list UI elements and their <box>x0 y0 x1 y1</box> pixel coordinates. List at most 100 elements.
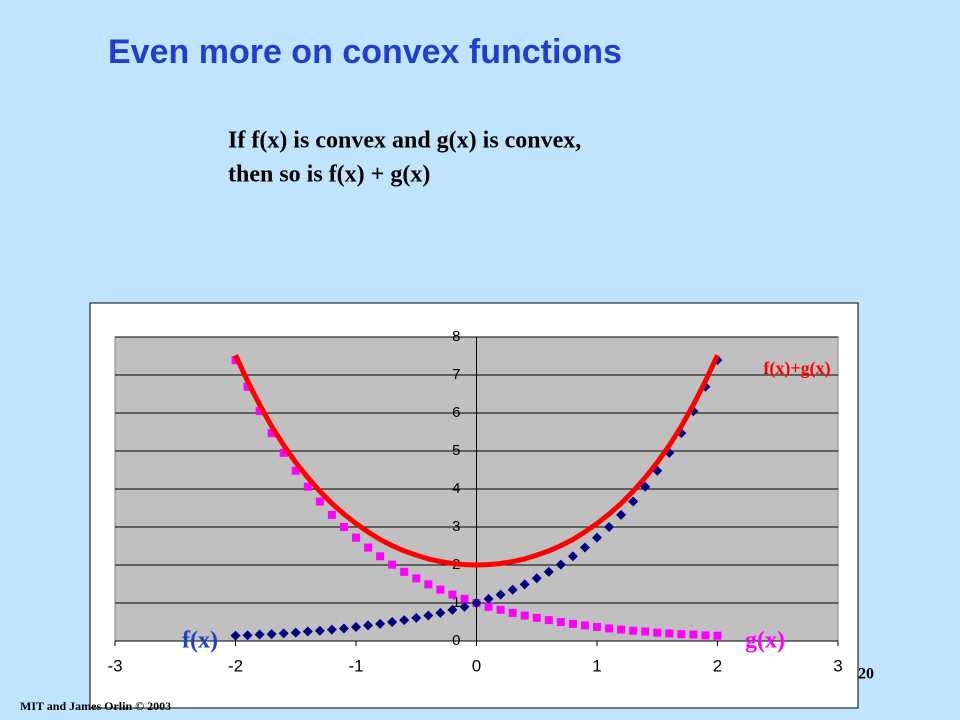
point <box>641 627 650 636</box>
point <box>254 629 265 640</box>
x-tick-label: 0 <box>472 656 481 675</box>
point <box>435 607 446 618</box>
point <box>579 542 590 553</box>
point <box>471 598 482 608</box>
point <box>460 594 469 603</box>
point <box>507 584 518 595</box>
point <box>689 630 698 639</box>
point <box>580 621 589 630</box>
point <box>387 617 398 627</box>
point <box>291 466 300 475</box>
point <box>363 620 374 631</box>
footer: MIT and James Orlin © 2003 <box>20 699 171 713</box>
point <box>266 629 277 640</box>
point <box>278 628 289 639</box>
y-tick-label: 1 <box>452 594 460 611</box>
slide-title: Even more on convex functions <box>108 33 622 71</box>
point <box>339 523 348 531</box>
point <box>290 627 301 638</box>
point <box>302 626 313 637</box>
point <box>375 618 386 629</box>
point <box>459 601 470 612</box>
x-tick-label: 2 <box>713 656 722 675</box>
point <box>544 616 553 625</box>
point <box>326 624 337 635</box>
point <box>352 533 360 542</box>
point <box>520 611 529 620</box>
y-tick-label: 4 <box>452 480 460 497</box>
point <box>531 573 542 584</box>
point <box>338 623 349 634</box>
point <box>555 559 566 570</box>
series-label: f(x)+g(x) <box>763 358 830 379</box>
series-label: g(x) <box>745 628 785 654</box>
x-tick-label: 3 <box>833 656 842 675</box>
x-tick-label: -1 <box>348 656 363 675</box>
point <box>230 630 241 641</box>
point <box>376 552 385 561</box>
series-label: f(x) <box>182 628 218 654</box>
point <box>436 585 445 594</box>
point <box>628 496 639 507</box>
point <box>593 622 601 631</box>
point <box>267 429 276 438</box>
point <box>483 593 494 604</box>
point <box>653 628 662 637</box>
x-tick-label: -2 <box>228 656 243 675</box>
point <box>411 612 422 623</box>
y-tick-label: 0 <box>452 632 460 649</box>
point <box>242 630 253 641</box>
point <box>447 604 458 615</box>
point <box>279 448 288 457</box>
point <box>532 613 541 622</box>
point <box>592 532 602 543</box>
point <box>604 522 615 532</box>
point <box>556 618 565 626</box>
page-number: 20 <box>858 666 874 683</box>
point <box>364 543 373 552</box>
point <box>351 621 361 632</box>
point <box>677 630 686 639</box>
y-tick-label: 3 <box>452 518 460 535</box>
point <box>388 560 397 569</box>
point <box>314 625 325 636</box>
point <box>567 551 578 562</box>
point <box>496 605 505 614</box>
point <box>424 580 433 589</box>
point <box>495 589 506 600</box>
point <box>701 631 710 640</box>
point <box>255 407 264 416</box>
point <box>508 608 517 617</box>
point <box>484 602 493 611</box>
point <box>616 509 627 520</box>
point <box>412 574 421 583</box>
point <box>243 382 252 391</box>
statement-line: If f(x) is convex and g(x) is convex, <box>228 128 581 154</box>
point <box>400 567 409 576</box>
y-tick-label: 8 <box>452 328 460 345</box>
point <box>629 626 638 635</box>
point <box>303 482 312 491</box>
point <box>665 629 674 638</box>
point <box>617 625 626 634</box>
x-tick-label: -3 <box>107 656 122 675</box>
x-tick-label: 1 <box>592 656 601 675</box>
point <box>519 579 530 590</box>
point <box>327 510 336 519</box>
statement-line: then so is f(x) + g(x) <box>228 162 430 188</box>
point <box>543 566 554 577</box>
point <box>399 615 410 626</box>
series-line <box>233 354 720 568</box>
y-tick-label: 6 <box>452 404 460 421</box>
point <box>448 590 457 599</box>
point <box>713 631 722 640</box>
point <box>568 619 577 628</box>
point <box>315 497 324 506</box>
y-tick-label: 5 <box>452 442 460 459</box>
point <box>423 610 434 621</box>
point <box>605 624 614 633</box>
y-tick-label: 7 <box>452 366 460 383</box>
